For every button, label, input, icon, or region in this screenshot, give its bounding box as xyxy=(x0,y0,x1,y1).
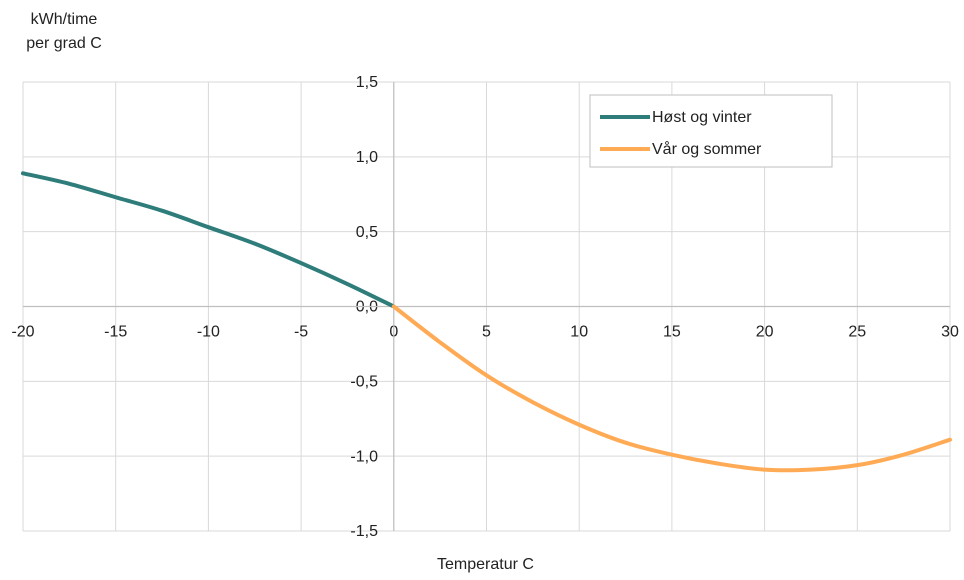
legend-label-2: Vår og sommer xyxy=(652,140,762,158)
y-tick-label: -0,5 xyxy=(350,374,378,391)
y-tick-label: 1,5 xyxy=(356,74,378,91)
y-tick-label: -1,5 xyxy=(350,523,378,540)
x-tick-label: 30 xyxy=(941,324,959,341)
y-tick-label: 1,0 xyxy=(356,149,378,166)
legend-box xyxy=(589,94,833,168)
x-tick-label: -5 xyxy=(294,324,308,341)
y-axis-title-line-1: kWh/time xyxy=(30,11,98,28)
y-tick-label: 0,5 xyxy=(356,224,378,241)
x-tick-label: -10 xyxy=(197,324,220,341)
x-axis-title: Temperatur C xyxy=(437,556,534,573)
y-axis-title: kWh/time per grad C xyxy=(4,8,124,56)
x-tick-label: 10 xyxy=(570,324,588,341)
x-tick-label: 5 xyxy=(482,324,491,341)
x-tick-label: 20 xyxy=(756,324,774,341)
legend-label-1: Høst og vinter xyxy=(652,109,752,126)
series-line-2 xyxy=(391,304,952,473)
x-tick-label: 25 xyxy=(848,324,866,341)
y-tick-label: 0,0 xyxy=(356,299,378,316)
x-tick-label: 15 xyxy=(663,324,681,341)
x-tick-label: -15 xyxy=(104,324,127,341)
y-tick-label: -1,0 xyxy=(350,448,378,465)
x-tick-label: -20 xyxy=(11,324,34,341)
series-line-1 xyxy=(21,171,396,309)
y-axis-title-line-2: per grad C xyxy=(26,35,102,52)
